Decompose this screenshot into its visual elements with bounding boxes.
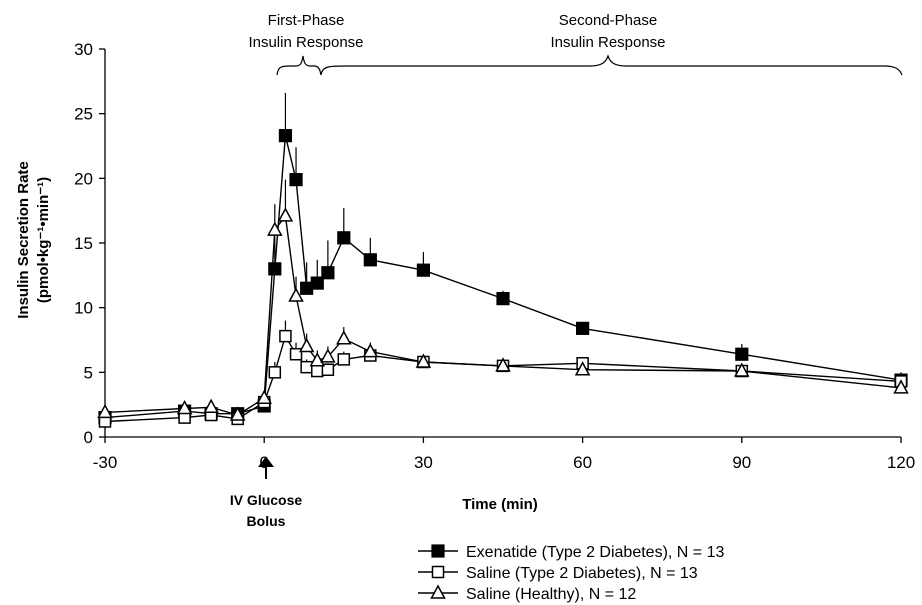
series-markers	[97, 129, 909, 428]
data-point-2	[336, 330, 352, 345]
y-tick-label: 10	[74, 299, 93, 318]
data-point-2	[320, 348, 336, 363]
data-point-2	[734, 362, 750, 377]
data-point-2	[267, 221, 283, 236]
y-tick-label: 5	[84, 363, 93, 382]
legend-marker	[431, 544, 445, 558]
legend-label: Saline (Type 2 Diabetes), N = 13	[466, 565, 698, 582]
data-point-2	[309, 352, 326, 367]
second-phase-label-line1: Second-Phase	[559, 12, 657, 29]
series-lines	[104, 135, 902, 423]
data-point-2	[277, 207, 294, 222]
data-point-0	[496, 292, 510, 306]
y-tick-label: 0	[84, 428, 93, 447]
legend-label: Exenatide (Type 2 Diabetes), N = 13	[466, 544, 724, 561]
data-point-1	[300, 360, 313, 374]
first-phase-label-line1: First-Phase	[268, 12, 345, 29]
second-phase-label-line2: Insulin Response	[550, 34, 665, 51]
data-point-1	[279, 329, 292, 343]
data-point-2	[574, 361, 591, 376]
data-point-0	[310, 276, 324, 290]
bolus-label-line1: IV Glucose	[230, 492, 303, 508]
first-phase-label-line2: Insulin Response	[248, 34, 363, 51]
data-point-1	[268, 366, 282, 379]
legend: Exenatide (Type 2 Diabetes), N = 13 Salin…	[418, 544, 724, 603]
data-point-2	[229, 406, 246, 421]
x-tick-label: -30	[93, 453, 118, 472]
y-tick-label: 15	[74, 234, 93, 253]
data-point-0	[575, 321, 590, 335]
data-point-0	[416, 263, 430, 277]
x-tick-label: 120	[887, 453, 915, 472]
data-point-0	[735, 347, 749, 361]
y-axis-label-line2: (pmol•kg⁻¹•min⁻¹)	[35, 177, 52, 303]
series-line-1	[104, 334, 902, 423]
data-point-2	[298, 337, 315, 353]
data-point-0	[289, 173, 303, 187]
data-point-0	[278, 129, 293, 143]
data-point-2	[893, 379, 909, 394]
data-point-0	[321, 266, 335, 280]
bolus-arrow	[258, 456, 274, 479]
data-point-1	[289, 347, 303, 361]
data-point-2	[97, 403, 113, 419]
legend-marker	[430, 584, 446, 599]
first-phase-brace	[276, 55, 322, 76]
bolus-label-line2: Bolus	[247, 513, 286, 529]
y-axis-label-line1: Insulin Secretion Rate	[15, 161, 32, 319]
x-tick-label: 30	[414, 453, 433, 472]
x-tick-label: 60	[573, 453, 592, 472]
data-point-2	[415, 353, 432, 368]
data-point-1	[311, 364, 324, 378]
data-point-1	[321, 363, 335, 376]
data-point-2	[203, 398, 219, 414]
data-point-0	[268, 262, 282, 276]
data-point-2	[362, 343, 379, 358]
x-tick-label: 90	[732, 453, 751, 472]
data-point-0	[337, 231, 351, 245]
y-tick-label: 20	[74, 169, 93, 188]
legend-label: Saline (Healthy), N = 12	[466, 586, 636, 603]
second-phase-brace	[320, 54, 903, 76]
data-point-1	[337, 353, 351, 366]
x-axis-label: Time (min)	[462, 496, 538, 513]
data-point-2	[176, 399, 193, 415]
data-point-0	[363, 253, 377, 267]
legend-marker	[431, 565, 445, 579]
data-point-2	[256, 389, 272, 404]
error-bars	[104, 92, 902, 422]
series-line-2	[104, 213, 902, 416]
data-point-2	[495, 357, 511, 372]
y-tick-label: 30	[74, 40, 93, 59]
data-point-2	[288, 287, 304, 302]
y-tick-label: 25	[74, 105, 93, 124]
